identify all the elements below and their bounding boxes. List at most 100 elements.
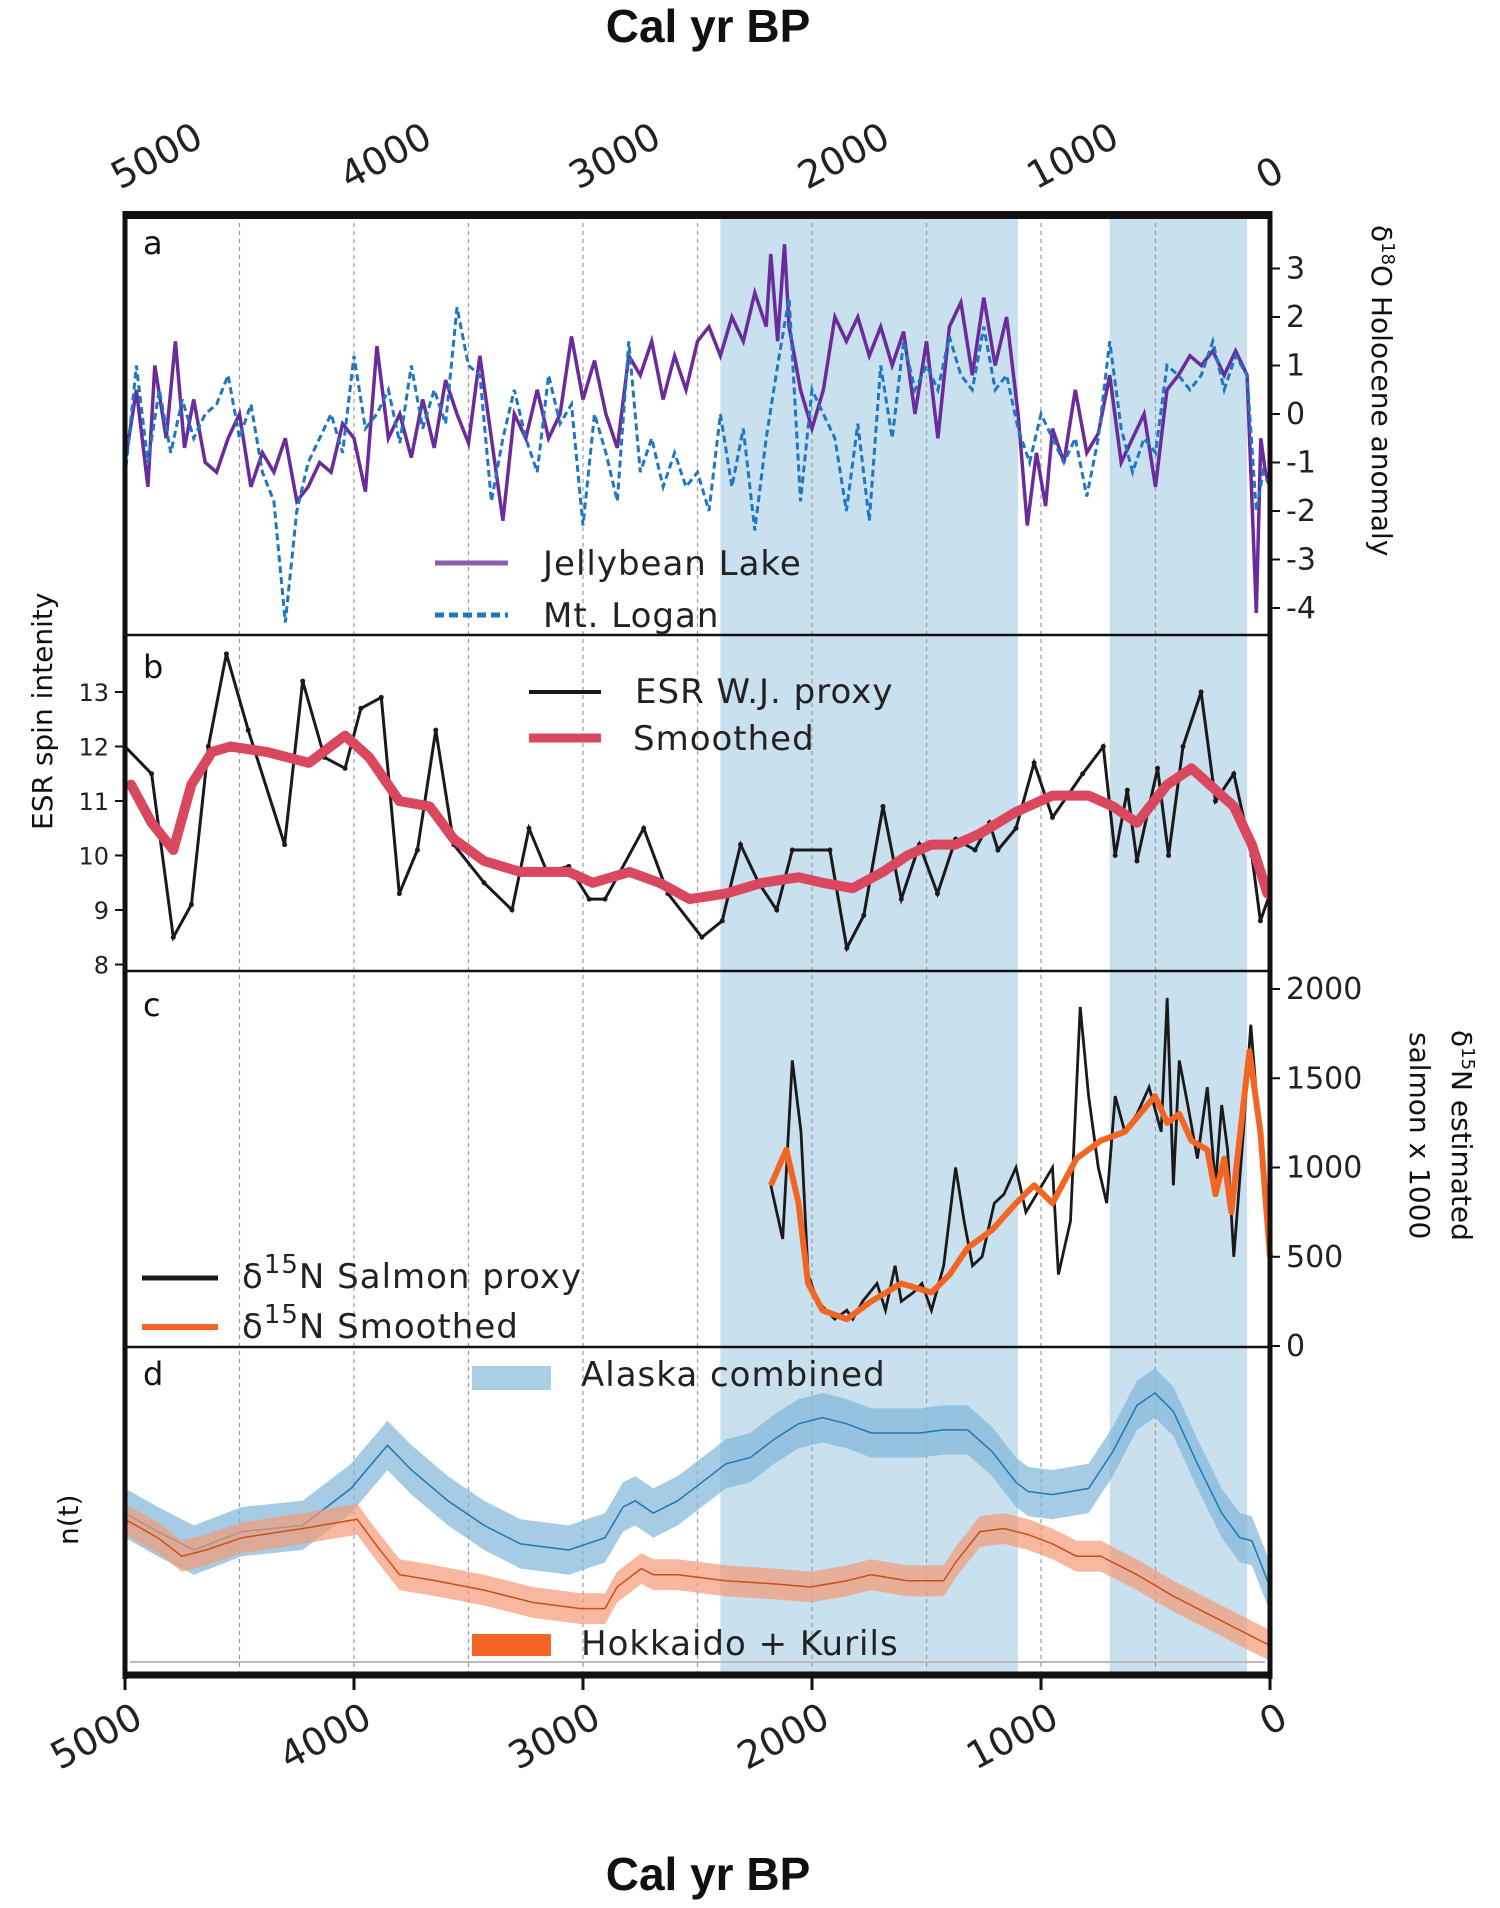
panel-label-a: a	[143, 224, 163, 262]
ytick-label: -3	[1286, 543, 1316, 578]
ytick-label: 1	[1286, 349, 1305, 384]
legend-label-salmon-smoothed: δ15N Smoothed	[242, 1300, 519, 1347]
xtick-label-top: 0	[1249, 148, 1291, 198]
esr-point	[1080, 771, 1086, 777]
xtick-label-top: 5000	[104, 114, 210, 198]
esr-point	[481, 880, 487, 886]
ytick-label: 8	[94, 952, 109, 980]
legend-panel-d: Alaska combined Hokkaido + Kurils	[472, 1355, 898, 1664]
legend-panel-b: ESR W.J. proxy Smoothed	[529, 672, 892, 759]
esr-point	[699, 934, 705, 940]
series-salmon-proxy	[769, 997, 1272, 1322]
esr-point	[282, 842, 288, 848]
xtick-label-top: 2000	[791, 114, 897, 198]
xtick-label-bottom: 2000	[730, 1694, 836, 1778]
xtick-label-top: 3000	[562, 114, 668, 198]
xtick-label-top: 1000	[1020, 114, 1126, 198]
panel-label-c: c	[143, 986, 161, 1024]
esr-point	[789, 847, 795, 853]
ytick-label: 1000	[1286, 1151, 1362, 1186]
ytick-label: -4	[1286, 591, 1316, 626]
esr-point	[188, 902, 194, 908]
esr-point	[934, 891, 940, 897]
series-esr-smoothed	[126, 730, 1273, 905]
esr-point	[972, 847, 978, 853]
esr-point	[149, 771, 155, 777]
esr-point	[414, 847, 420, 853]
esr-point	[433, 727, 439, 733]
ytick-label: 12	[78, 734, 109, 762]
ytick-label: 9	[94, 897, 109, 925]
band-1	[125, 1503, 1270, 1661]
xtick-label-bottom: 1000	[959, 1694, 1065, 1778]
panel-b-ylabel: ESR spin intenity	[26, 593, 59, 830]
esr-point	[170, 934, 176, 940]
legend-label-alaska: Alaska combined	[581, 1355, 886, 1395]
series-salmon-smoothed	[768, 1048, 1273, 1323]
series-mt-logan	[123, 297, 1272, 623]
esr-point	[1155, 765, 1161, 771]
panel-d-ylabel: n(t)	[52, 1494, 85, 1545]
series-line-d-1	[124, 1518, 1271, 1647]
esr-point	[641, 825, 647, 831]
esr-point	[1049, 814, 1055, 820]
xtick-label-bottom: 0	[1252, 1694, 1294, 1744]
top-axis-title: Cal yr BP	[606, 0, 811, 52]
ytick-label: 10	[78, 843, 109, 871]
esr-point	[880, 803, 886, 809]
esr-point	[509, 907, 515, 913]
esr-point	[844, 945, 850, 951]
xtick-label-bottom: 4000	[272, 1694, 378, 1778]
esr-point	[1100, 744, 1106, 749]
ytick-label: -1	[1286, 446, 1316, 481]
esr-point	[378, 694, 384, 700]
esr-point	[586, 896, 592, 902]
panel-c-ylabel-line1: δ15N estimated	[1445, 1030, 1479, 1241]
ytick-label: -2	[1286, 494, 1316, 529]
esr-point	[1112, 853, 1118, 858]
esr-point	[774, 907, 780, 913]
legend-label-jellybean: Jellybean Lake	[541, 544, 802, 584]
esr-point	[738, 842, 744, 848]
ytick-label: 13	[78, 679, 109, 707]
panel-label-d: d	[143, 1355, 163, 1393]
panel-frames	[122, 211, 1273, 1679]
ytick-label: 0	[1286, 1329, 1305, 1364]
esr-point	[1257, 918, 1263, 924]
esr-point	[342, 765, 348, 771]
panel-a-ylabel: δ18O Holocene anomaly	[1365, 225, 1399, 556]
legend-panel-a: Jellybean Lake Mt. Logan	[435, 544, 802, 636]
esr-point	[396, 891, 402, 897]
esr-point	[719, 918, 725, 924]
panel-c-ylabel-line2: salmon x 1000	[1403, 1032, 1436, 1239]
xtick-label-bottom: 3000	[501, 1694, 607, 1778]
esr-point	[1013, 825, 1019, 831]
xtick-label-bottom: 5000	[43, 1694, 149, 1778]
legend-swatch-alaska	[472, 1366, 551, 1390]
esr-point	[1031, 760, 1037, 766]
ytick-label: 2	[1286, 300, 1305, 335]
series-jellybean-lake	[123, 244, 1272, 613]
esr-point	[1124, 787, 1130, 793]
series-line-d-0	[124, 1392, 1271, 1588]
bottom-axis-title: Cal yr BP	[606, 1848, 811, 1900]
legend-panel-c: δ15N Salmon proxy δ15N Smoothed	[142, 1250, 581, 1347]
esr-point	[300, 678, 306, 684]
esr-point	[1198, 689, 1204, 695]
esr-point	[861, 912, 867, 918]
ytick-label: 3	[1286, 252, 1305, 287]
esr-point	[1180, 744, 1186, 749]
esr-point	[602, 896, 608, 902]
esr-point	[223, 651, 229, 657]
panel-label-b: b	[143, 648, 163, 686]
esr-point	[827, 847, 833, 853]
ytick-label: 0	[1286, 397, 1305, 432]
ytick-label: 500	[1286, 1240, 1343, 1275]
legend-label-smoothed: Smoothed	[633, 719, 815, 759]
series-layer	[122, 244, 1273, 1661]
ytick-label: 11	[78, 788, 109, 816]
esr-point	[1212, 798, 1218, 804]
ytick-label: 2000	[1286, 972, 1362, 1007]
esr-point	[1134, 858, 1140, 864]
